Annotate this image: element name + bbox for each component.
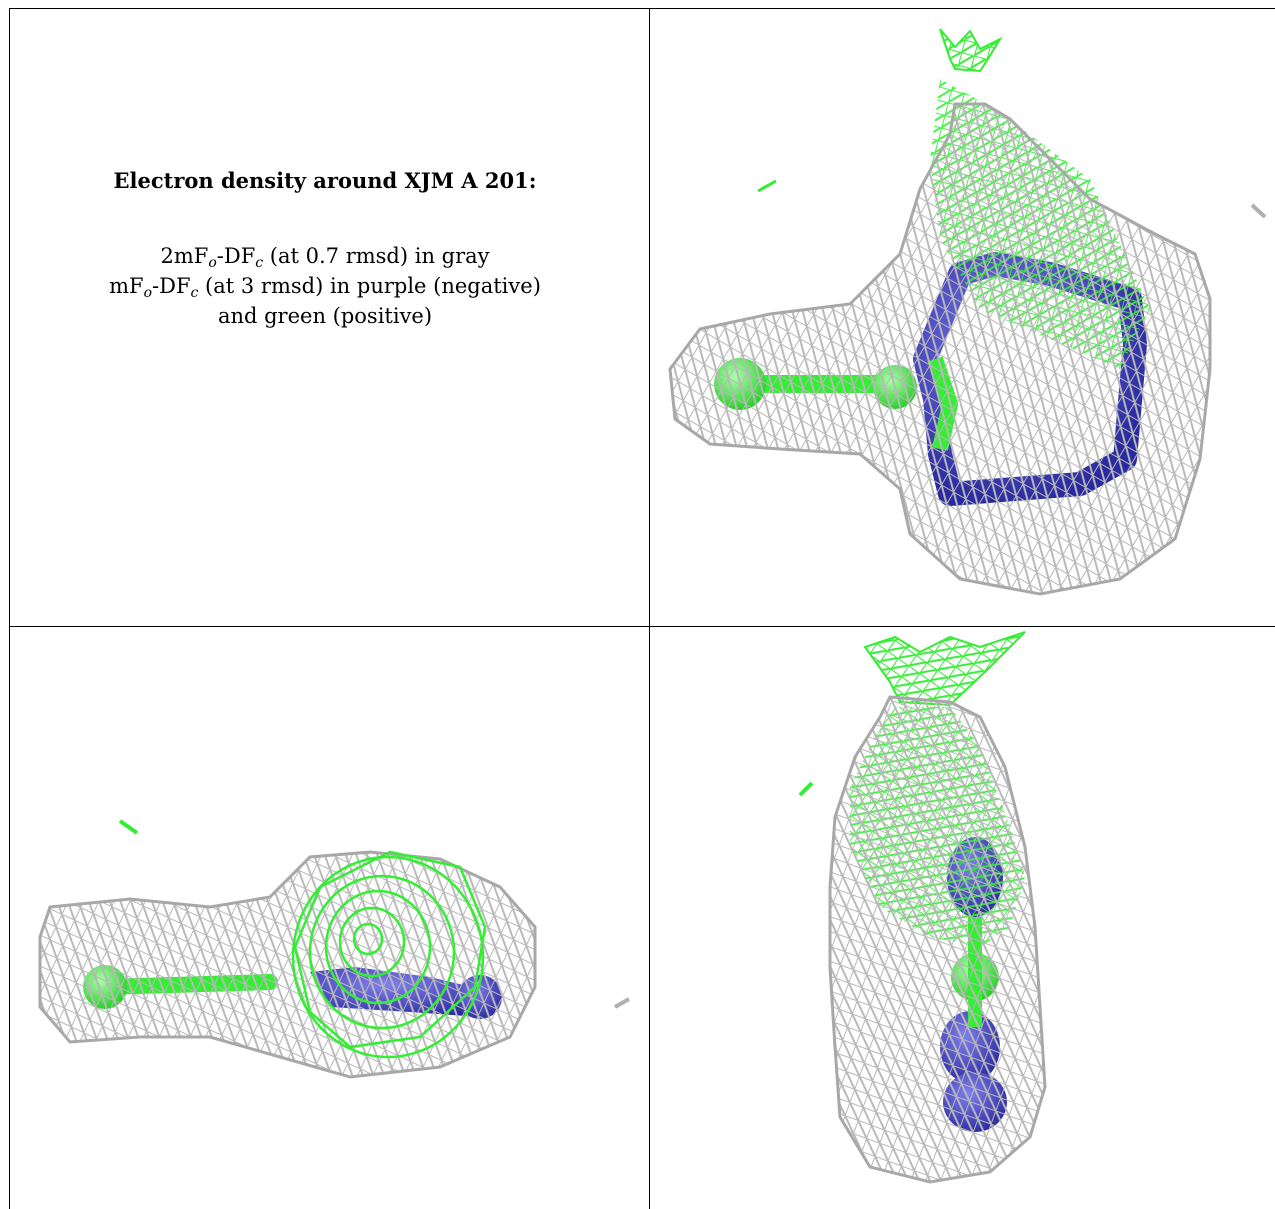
density-render-top-right	[668, 28, 1267, 596]
stray-gray-fragment	[1250, 203, 1267, 219]
positive-density-crown	[863, 631, 1026, 707]
caption-map2: mFo-DFc (at 3 rmsd) in purple (negative)	[109, 274, 541, 301]
caption-title: Electron density around XJM A 201:	[113, 168, 537, 193]
stray-gray-fragment	[614, 997, 630, 1009]
view-bottom-left	[10, 627, 649, 1209]
border-middle-horizontal	[9, 626, 1275, 627]
stray-positive-fragment	[118, 819, 139, 835]
caption-map2-continued: and green (positive)	[217, 304, 433, 328]
positive-density-rings	[291, 850, 487, 1059]
density-render-bottom-left	[38, 819, 630, 1079]
caption-cell: Electron density around XJM A 201: 2mFo-…	[10, 168, 640, 331]
border-middle-vertical	[649, 8, 650, 1209]
border-left	[9, 8, 10, 1209]
density-render-bottom-right	[798, 631, 1047, 1184]
stray-positive-fragment	[798, 781, 814, 797]
2fofc-density-mesh	[828, 695, 1047, 1184]
2fofc-density-mesh	[668, 102, 1212, 596]
2fofc-density-mesh	[38, 850, 537, 1079]
caption-map1: 2mFo-DFc (at 0.7 rmsd) in gray	[160, 244, 490, 271]
view-top-right	[650, 9, 1275, 626]
view-bottom-right	[650, 627, 1275, 1209]
positive-density-crown	[939, 28, 1003, 73]
stray-positive-fragment	[757, 179, 777, 193]
border-top	[9, 8, 1275, 9]
